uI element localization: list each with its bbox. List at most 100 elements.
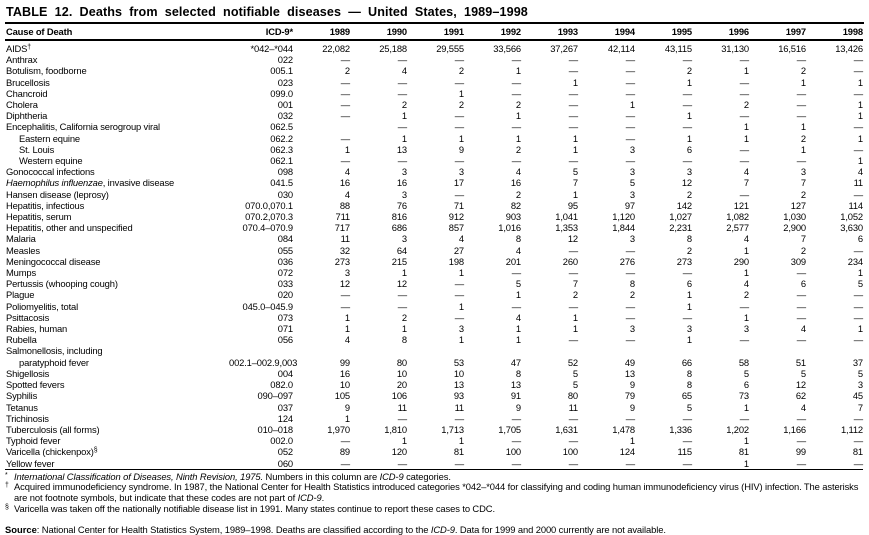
year-value-cell: 1 bbox=[572, 311, 578, 323]
text: Psittacosis bbox=[6, 311, 50, 323]
year-value-cell: 903 bbox=[505, 211, 521, 223]
year-value-cell: 10 bbox=[339, 379, 350, 391]
year-value-cell: 5 bbox=[686, 401, 692, 413]
year-value-cell: 1,844 bbox=[612, 222, 635, 234]
year-value-cell: — bbox=[397, 412, 407, 424]
year-value-cell: 5 bbox=[743, 367, 749, 379]
year-value-cell: — bbox=[625, 65, 635, 77]
icd-cell: 070.0,070.1 bbox=[245, 199, 293, 211]
cause-cell: Encephalitis, California serogroup viral bbox=[5, 121, 229, 132]
year-value-cell: 1 bbox=[857, 132, 863, 144]
table-row: Rabies, human 071 1 1 3 1 1 3 3 3 4 1 bbox=[5, 323, 863, 334]
year-value-cell: — bbox=[397, 54, 407, 66]
year-value-cell: 8 bbox=[515, 233, 521, 245]
year-value-cell: 97 bbox=[624, 199, 635, 211]
year-value-cell: — bbox=[682, 121, 692, 133]
year-value-cell: 3 bbox=[401, 166, 407, 178]
year-value-cell: — bbox=[454, 121, 464, 133]
year-value-cell: — bbox=[340, 54, 350, 66]
year-value-cell: — bbox=[511, 87, 521, 99]
year-value-cell: — bbox=[454, 412, 464, 424]
cause-cell: Brucellosis bbox=[5, 77, 229, 88]
year-value-cell: 198 bbox=[448, 255, 464, 267]
year-value-cell: — bbox=[796, 334, 806, 346]
year-value-cell: 1 bbox=[515, 334, 521, 346]
year-value-cell: — bbox=[397, 87, 407, 99]
year-value-cell: 73 bbox=[738, 390, 749, 402]
text: Spotted fevers bbox=[6, 379, 65, 391]
col-header-icd: ICD-9* bbox=[229, 24, 293, 41]
text: Hepatitis, serum bbox=[6, 211, 72, 223]
year-value-cell: 3 bbox=[401, 233, 407, 245]
year-value-cell: 2 bbox=[743, 99, 749, 111]
table-row: Cholera 001 — 2 2 2 — 1 — 2 — 1 bbox=[5, 99, 863, 110]
year-value-cell: 12 bbox=[339, 278, 350, 290]
year-value-cell: 1 bbox=[743, 65, 749, 77]
year-value-cell: 9 bbox=[629, 379, 635, 391]
year-value-cell: 1 bbox=[458, 334, 464, 346]
year-value-cell: 1,336 bbox=[669, 423, 692, 435]
year-value-cell: 1,030 bbox=[783, 211, 806, 223]
cause-cell: AIDS† bbox=[5, 40, 229, 54]
year-value-cell: 9 bbox=[458, 143, 464, 155]
year-value-cell: 1 bbox=[743, 401, 749, 413]
cause-cell: Rabies, human bbox=[5, 323, 229, 334]
table-row: Yellow fever 060— — — — — — —1— — bbox=[5, 457, 863, 470]
icd-cell: 020 bbox=[277, 289, 293, 301]
year-value-cell: 5 bbox=[857, 278, 863, 290]
table-row: Typhoid fever 002.0 — 1 1 — — 1 — 1 — — bbox=[5, 435, 863, 446]
year-value-cell: 1 bbox=[629, 435, 635, 447]
icd-cell: 062.1 bbox=[270, 155, 293, 167]
cause-cell: Trichinosis bbox=[5, 413, 229, 424]
cause-cell: Eastern equine bbox=[5, 133, 229, 144]
cause-cell: Anthrax bbox=[5, 54, 229, 65]
year-value-cell: 857 bbox=[448, 222, 464, 234]
year-value-cell: 711 bbox=[335, 211, 351, 223]
year-value-cell: 51 bbox=[795, 356, 806, 368]
year-value-cell: — bbox=[454, 76, 464, 88]
col-header-year: 1991 bbox=[407, 24, 464, 41]
year-value-cell: 2 bbox=[401, 311, 407, 323]
year-value-cell: — bbox=[853, 334, 863, 346]
year-value-cell: 49 bbox=[624, 356, 635, 368]
year-value-cell: 3 bbox=[857, 379, 863, 391]
table-row: Meningococcal disease 036 273 215 198 201 260 2… bbox=[5, 256, 863, 267]
year-value-cell: 2 bbox=[686, 188, 692, 200]
year-value-cell: 1 bbox=[857, 267, 863, 279]
year-value-cell: 64 bbox=[396, 244, 407, 256]
text: Mumps bbox=[6, 267, 36, 279]
year-value-cell: — bbox=[682, 54, 692, 66]
year-value-cell: 1 bbox=[515, 323, 521, 335]
year-value-cell: 142 bbox=[676, 199, 692, 211]
icd-cell: 082.0 bbox=[270, 379, 293, 391]
year-value-cell: — bbox=[749, 457, 806, 470]
table-row: Spotted fevers 082.0 10 20 13 13 5 9 8 6 12 3 bbox=[5, 379, 863, 390]
year-value-cell: 1 bbox=[800, 143, 806, 155]
year-value-cell: 95 bbox=[567, 199, 578, 211]
year-value-cell: 4 bbox=[458, 233, 464, 245]
year-value-cell: 1 bbox=[743, 244, 749, 256]
year-value-cell: — bbox=[568, 244, 578, 256]
year-value-cell: 1,112 bbox=[840, 423, 863, 435]
text: . bbox=[321, 491, 325, 503]
text: . Data for 1999 and 2000 currently are n… bbox=[454, 524, 666, 535]
cause-cell: Poliomyelitis, total bbox=[5, 301, 229, 312]
year-value-cell: 1 bbox=[572, 132, 578, 144]
year-value-cell: 290 bbox=[733, 255, 749, 267]
year-value-cell: 8 bbox=[686, 233, 692, 245]
year-value-cell: 5 bbox=[515, 278, 521, 290]
year-value-cell: 1 bbox=[401, 323, 407, 335]
year-value-cell: — bbox=[464, 457, 521, 470]
cause-cell: Diphtheria bbox=[5, 110, 229, 121]
icd-cell: 060 bbox=[229, 457, 293, 470]
text: Varicella (chickenpox) bbox=[6, 446, 94, 458]
year-value-cell: 1,052 bbox=[840, 211, 863, 223]
year-value-cell: 1 bbox=[857, 99, 863, 111]
year-value-cell: 1 bbox=[743, 121, 749, 133]
table-row: Western equine 062.1 — — — — — — — — — 1 bbox=[5, 155, 863, 166]
year-value-cell: 6 bbox=[686, 143, 692, 155]
year-value-cell: — bbox=[454, 311, 464, 323]
year-value-cell: — bbox=[806, 457, 863, 470]
year-value-cell: 2 bbox=[629, 289, 635, 301]
year-value-cell: — bbox=[397, 300, 407, 312]
